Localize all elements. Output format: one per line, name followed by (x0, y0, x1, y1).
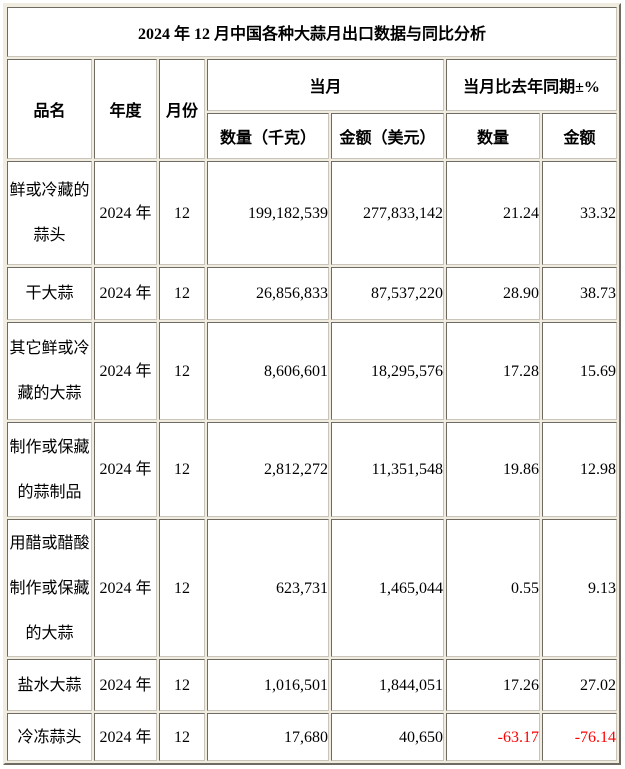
col-header-yoy-amount: 金额 (542, 113, 618, 159)
amount-cell: 1,465,044 (331, 519, 444, 657)
header-row-sub: 数量（千克） 金额（美元） 数量 金额 (7, 113, 618, 159)
year-cell: 2024 年 (94, 322, 157, 420)
col-header-amount-usd: 金额（美元） (331, 113, 444, 159)
qty-pct-cell: 21.24 (446, 161, 540, 265)
header-row-groups: 品名 年度 月份 当月 当月比去年同期±% (7, 59, 618, 159)
amount-pct-cell: 38.73 (542, 267, 618, 320)
table-row: 冷冻蒜头 2024 年 12 17,680 40,650 -63.17 -76.… (7, 713, 618, 761)
product-name-cell: 制作或保藏的蒜制品 (7, 422, 92, 517)
amount-pct-cell: 9.13 (542, 519, 618, 657)
amount-cell: 87,537,220 (331, 267, 444, 320)
qty-pct-cell: 0.55 (446, 519, 540, 657)
qty-cell: 17,680 (207, 713, 329, 761)
amount-pct-cell: 27.02 (542, 659, 618, 711)
col-header-yoy-group: 当月比去年同期±% (446, 59, 618, 111)
qty-cell: 1,016,501 (207, 659, 329, 711)
qty-pct-cell: 19.86 (446, 422, 540, 517)
amount-pct-cell: 15.69 (542, 322, 618, 420)
month-cell: 12 (159, 267, 205, 320)
year-cell: 2024 年 (94, 267, 157, 320)
year-cell: 2024 年 (94, 422, 157, 517)
amount-cell: 277,833,142 (331, 161, 444, 265)
amount-pct-cell: 33.32 (542, 161, 618, 265)
table-row: 用醋或醋酸制作或保藏的大蒜 2024 年 12 623,731 1,465,04… (7, 519, 618, 657)
amount-pct-cell: 12.98 (542, 422, 618, 517)
month-cell: 12 (159, 161, 205, 265)
table-row: 其它鲜或冷藏的大蒜 2024 年 12 8,606,601 18,295,576… (7, 322, 618, 420)
product-name-cell: 盐水大蒜 (7, 659, 92, 711)
table-row: 制作或保藏的蒜制品 2024 年 12 2,812,272 11,351,548… (7, 422, 618, 517)
col-header-month: 月份 (159, 59, 205, 159)
product-name-cell: 干大蒜 (7, 267, 92, 320)
amount-pct-cell: -76.14 (542, 713, 618, 761)
garlic-export-table: 2024 年 12 月中国各种大蒜月出口数据与同比分析 品名 年度 月份 当月 … (3, 3, 622, 765)
month-cell: 12 (159, 519, 205, 657)
month-cell: 12 (159, 659, 205, 711)
product-name-cell: 鲜或冷藏的蒜头 (7, 161, 92, 265)
qty-cell: 623,731 (207, 519, 329, 657)
amount-cell: 1,844,051 (331, 659, 444, 711)
month-cell: 12 (159, 322, 205, 420)
product-name-cell: 其它鲜或冷藏的大蒜 (7, 322, 92, 420)
qty-cell: 199,182,539 (207, 161, 329, 265)
year-cell: 2024 年 (94, 161, 157, 265)
qty-pct-cell: 28.90 (446, 267, 540, 320)
col-header-product: 品名 (7, 59, 92, 159)
year-cell: 2024 年 (94, 659, 157, 711)
table-row: 盐水大蒜 2024 年 12 1,016,501 1,844,051 17.26… (7, 659, 618, 711)
col-header-yoy-qty: 数量 (446, 113, 540, 159)
table-row: 鲜或冷藏的蒜头 2024 年 12 199,182,539 277,833,14… (7, 161, 618, 265)
table-title: 2024 年 12 月中国各种大蒜月出口数据与同比分析 (7, 7, 618, 57)
qty-cell: 8,606,601 (207, 322, 329, 420)
year-cell: 2024 年 (94, 713, 157, 761)
product-name-cell: 冷冻蒜头 (7, 713, 92, 761)
amount-cell: 11,351,548 (331, 422, 444, 517)
qty-pct-cell: 17.28 (446, 322, 540, 420)
col-header-qty-kg: 数量（千克） (207, 113, 329, 159)
qty-pct-cell: 17.26 (446, 659, 540, 711)
qty-cell: 26,856,833 (207, 267, 329, 320)
table-row: 干大蒜 2024 年 12 26,856,833 87,537,220 28.9… (7, 267, 618, 320)
col-header-current-month-group: 当月 (207, 59, 444, 111)
product-name-cell: 用醋或醋酸制作或保藏的大蒜 (7, 519, 92, 657)
qty-cell: 2,812,272 (207, 422, 329, 517)
amount-cell: 40,650 (331, 713, 444, 761)
month-cell: 12 (159, 713, 205, 761)
year-cell: 2024 年 (94, 519, 157, 657)
title-row: 2024 年 12 月中国各种大蒜月出口数据与同比分析 (7, 7, 618, 57)
amount-cell: 18,295,576 (331, 322, 444, 420)
month-cell: 12 (159, 422, 205, 517)
col-header-year: 年度 (94, 59, 157, 159)
qty-pct-cell: -63.17 (446, 713, 540, 761)
